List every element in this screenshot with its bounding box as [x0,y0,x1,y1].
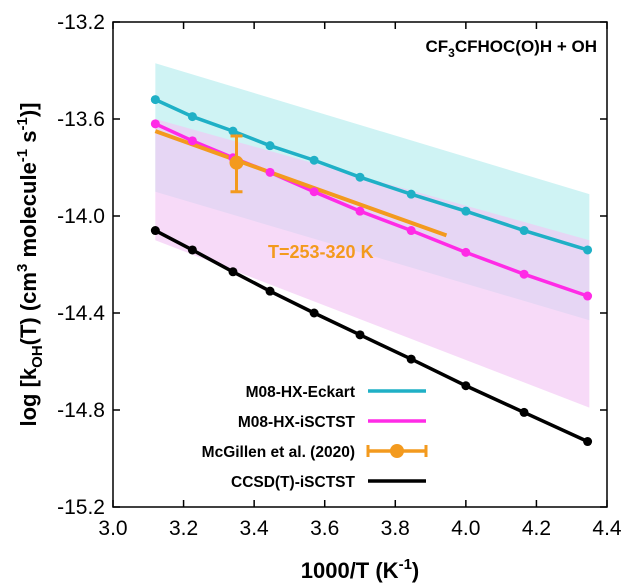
data-point-1-6 [356,173,365,182]
data-point-2-2 [188,136,197,145]
x-tick-label: 4.2 [522,517,551,540]
data-point-1-7 [407,190,416,199]
data-point-2-1 [151,119,160,128]
data-point-4-9 [520,408,529,417]
x-tick-label: 4.4 [592,517,622,540]
data-point-4-7 [407,355,416,364]
data-point-1-1 [151,95,160,104]
y-tick-label: -14.4 [57,302,105,325]
temperature-range-label: T=253-320 K [268,242,374,262]
data-point-2-5 [310,187,319,196]
data-point-4-8 [461,381,470,390]
data-point-4-10 [583,437,592,446]
data-point-2-7 [407,226,416,235]
data-point-1-10 [583,245,592,254]
data-point-4-3 [228,267,237,276]
data-point-2-6 [356,207,365,216]
x-tick-label: 4.0 [451,517,480,540]
y-tick-label: -14.0 [57,205,105,228]
data-point-1-4 [266,141,275,150]
legend-label-1: M08-HX-Eckart [246,384,355,401]
y-tick-label: -15.2 [57,496,105,519]
x-tick-label: 3.6 [310,517,339,540]
y-tick-label: -13.6 [57,108,105,131]
uncertainty-bands [155,63,589,407]
legend-label-2: M08-HX-iSCTST [238,414,356,431]
data-point-mcgillen [230,156,244,170]
legend-marker [390,444,404,458]
data-point-1-2 [188,112,197,121]
y-tick-label: -14.8 [57,399,105,422]
data-point-2-9 [520,270,529,279]
legend-label-3: McGillen et al. (2020) [202,444,355,461]
x-tick-label: 3.8 [381,517,410,540]
y-tick-label: -13.2 [57,11,105,34]
data-point-4-4 [266,287,275,296]
x-axis-title: 1000/T (K-1) [301,556,420,583]
x-tick-label: 3.4 [240,517,270,540]
reaction-annotation: CF3CFHOC(O)H + OH [426,37,598,60]
data-point-4-5 [310,309,319,318]
x-tick-label: 3.2 [169,517,198,540]
data-point-2-4 [266,168,275,177]
data-point-2-8 [461,248,470,257]
data-point-4-2 [188,245,197,254]
legend: M08-HX-Eckart M08-HX-iSCTST McGillen et al… [202,384,426,491]
data-point-4-1 [151,226,160,235]
data-point-2-10 [583,292,592,301]
legend-label-4: CCSD(T)-iSCTST [231,474,356,491]
data-point-4-6 [356,330,365,339]
data-point-1-3 [228,127,237,136]
y-axis-title: log [kOH(T) (cm3 molecule-1 s-1)] [14,102,46,426]
x-tick-label: 3.0 [98,517,127,540]
data-point-1-5 [310,156,319,165]
data-point-1-9 [520,226,529,235]
data-point-1-8 [461,207,470,216]
